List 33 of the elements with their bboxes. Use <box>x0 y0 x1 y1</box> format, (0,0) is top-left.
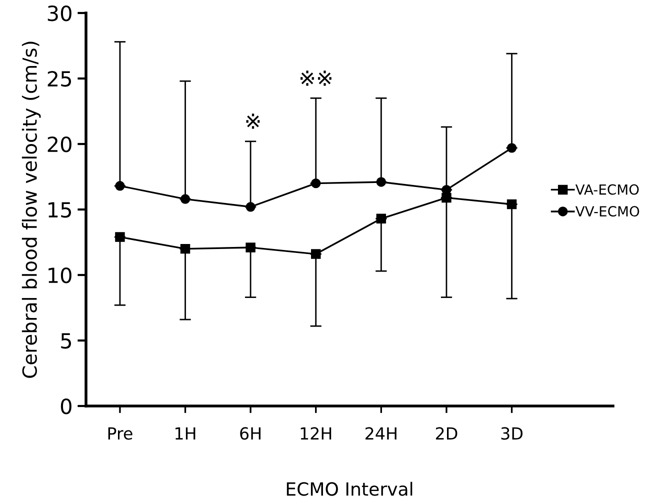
point <box>376 214 386 224</box>
x-tick-label: Pre <box>108 427 132 440</box>
y-tick-label: 0 <box>60 398 72 414</box>
x-tick-label: 3D <box>501 427 523 440</box>
y-tick-label: 10 <box>48 267 72 284</box>
legend-label: VA-ECMO <box>575 184 639 195</box>
point <box>442 192 452 203</box>
x-tick-label: 12H <box>300 427 332 440</box>
y-tick-label: 20 <box>48 136 72 152</box>
x-tick-label: 24H <box>366 427 396 440</box>
y-tick-label: 30 <box>48 5 72 22</box>
y-tick-label: 5 <box>61 333 71 349</box>
point <box>311 178 321 188</box>
point <box>506 143 517 153</box>
point <box>180 244 190 254</box>
point <box>180 194 190 204</box>
y-axis-title: Cerebral blood flow velocity (cm/s) <box>22 42 41 378</box>
x-tick-label: 2D <box>436 427 458 440</box>
point <box>506 199 517 210</box>
point <box>115 181 125 191</box>
point <box>246 202 256 212</box>
point <box>115 232 125 242</box>
point <box>376 177 386 187</box>
annotation: ※ <box>246 114 260 129</box>
legend-label: VV-ECMO <box>575 206 640 217</box>
point <box>246 242 256 252</box>
x-axis-title: ECMO Interval <box>286 482 412 496</box>
point <box>311 249 321 259</box>
y-tick-label: 25 <box>48 70 71 87</box>
x-tick-label: 6H <box>240 427 260 440</box>
y-tick-label: 15 <box>48 202 71 218</box>
annotation: ※※ <box>300 70 332 86</box>
x-tick-label: 1H <box>176 427 196 440</box>
